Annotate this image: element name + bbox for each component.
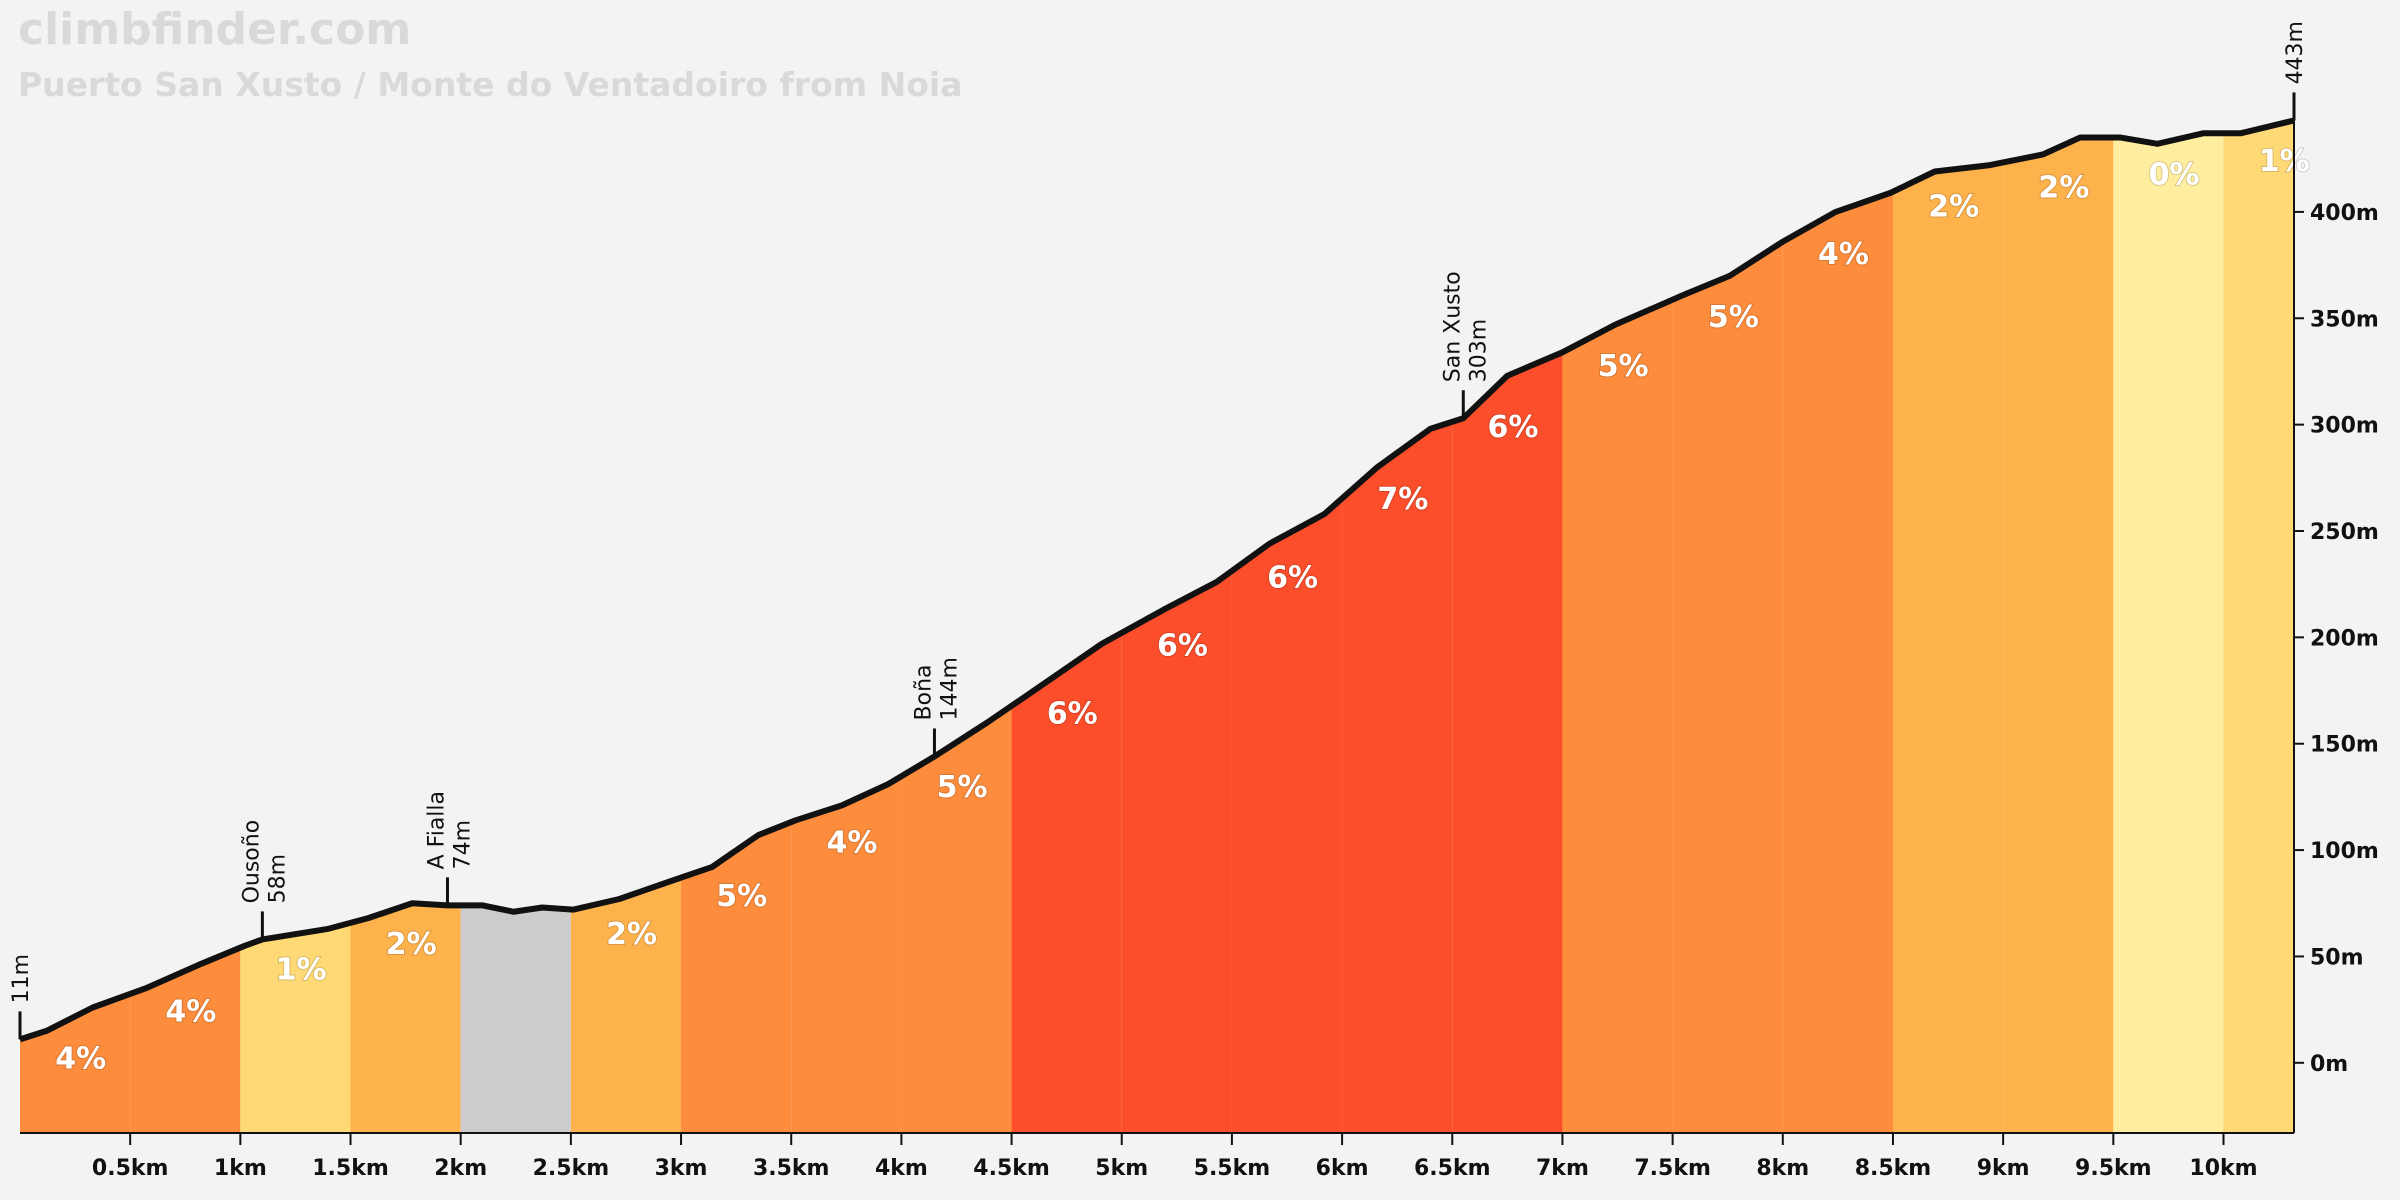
gradient-label: 4%	[1818, 237, 1869, 272]
waypoint-elevation: 303m	[1466, 319, 1491, 382]
y-tick-label: 0m	[2310, 1052, 2348, 1077]
x-tick-label: 7.5km	[1634, 1156, 1711, 1181]
segment	[1892, 120, 2004, 1133]
y-tick-label: 200m	[2310, 626, 2379, 651]
waypoint-elevation: 144m	[937, 657, 962, 720]
waypoint-elevation: 58m	[265, 854, 290, 903]
gradient-label: 7%	[1377, 482, 1428, 517]
segment	[1782, 120, 1893, 1133]
y-tick-label: 100m	[2310, 839, 2379, 864]
chart-title: Puerto San Xusto / Monte do Ventadoiro f…	[18, 65, 963, 104]
gradient-label: 6%	[1047, 697, 1098, 732]
gradient-label: 2%	[2038, 170, 2089, 205]
brand: climbfinder.com	[18, 4, 411, 55]
gradient-label: 6%	[1267, 560, 1318, 595]
y-tick-label: 150m	[2310, 733, 2379, 758]
gradient-label: 2%	[386, 927, 437, 962]
gradient-label: 5%	[937, 770, 988, 805]
gradient-label: 4%	[165, 995, 216, 1030]
x-tick-label: 6km	[1316, 1156, 1369, 1181]
x-tick-label: 2km	[434, 1156, 487, 1181]
x-tick-label: 1.5km	[312, 1156, 389, 1181]
waypoint-elevation: 74m	[450, 820, 475, 869]
x-tick-label: 9.5km	[2075, 1156, 2152, 1181]
y-tick-label: 350m	[2310, 307, 2379, 332]
gradient-label: 6%	[1488, 410, 1539, 445]
segment	[2113, 120, 2224, 1133]
segment	[2223, 120, 2294, 1133]
x-tick-label: 6.5km	[1414, 1156, 1491, 1181]
waypoint-elevation: 11m	[9, 954, 34, 1003]
x-tick-label: 0.5km	[92, 1156, 169, 1181]
profile-line	[19, 117, 2295, 1043]
waypoint-name: Ousoño	[239, 820, 264, 904]
x-tick-label: 4km	[875, 1156, 928, 1181]
x-tick-label: 5.5km	[1194, 1156, 1271, 1181]
gradient-label: 2%	[1928, 190, 1979, 225]
gradient-label: 5%	[716, 879, 767, 914]
gradient-label: 0%	[2149, 157, 2200, 192]
waypoint-elevation: 443m	[2283, 21, 2308, 84]
x-tick-label: 2.5km	[533, 1156, 610, 1181]
waypoint-name: A Fialla	[424, 791, 449, 869]
gradient-label: 4%	[55, 1041, 106, 1076]
gradient-label: 2%	[606, 917, 657, 952]
gradient-label: 5%	[1708, 300, 1759, 335]
x-tick-label: 1km	[214, 1156, 267, 1181]
y-tick-label: 300m	[2310, 414, 2379, 439]
waypoint-name: Boña	[911, 664, 936, 720]
gradient-label: 5%	[1598, 349, 1649, 384]
x-tick-label: 3km	[655, 1156, 708, 1181]
x-tick-label: 8.5km	[1855, 1156, 1932, 1181]
x-tick-label: 9km	[1977, 1156, 2030, 1181]
gradient-label: 1%	[276, 952, 327, 987]
gradient-label: 1%	[2259, 144, 2310, 179]
y-tick-label: 50m	[2310, 945, 2364, 970]
gradient-label: 6%	[1157, 628, 1208, 663]
y-tick-label: 400m	[2310, 201, 2379, 226]
x-tick-label: 4.5km	[973, 1156, 1050, 1181]
x-tick-label: 7km	[1536, 1156, 1589, 1181]
x-tick-label: 3.5km	[753, 1156, 830, 1181]
x-tick-label: 8km	[1756, 1156, 1809, 1181]
y-tick-label: 250m	[2310, 520, 2379, 545]
x-tick-label: 5km	[1095, 1156, 1148, 1181]
segment	[2003, 120, 2114, 1133]
x-tick-label: 10km	[2189, 1156, 2257, 1181]
waypoint-name: San Xusto	[1440, 271, 1465, 382]
gradient-label: 4%	[826, 825, 877, 860]
